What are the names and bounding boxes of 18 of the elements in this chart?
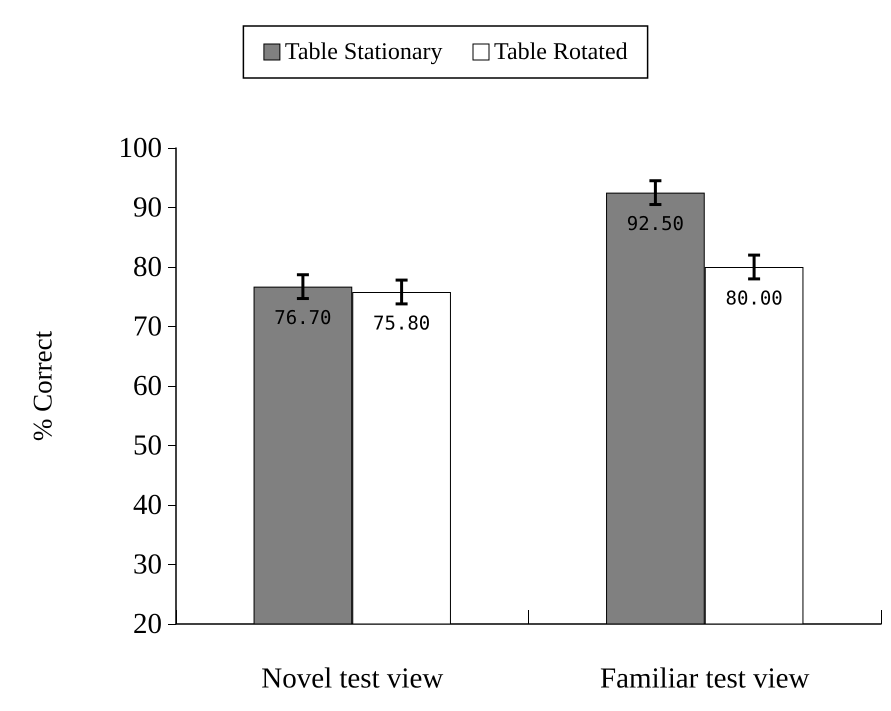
y-tick-label: 40 <box>133 489 162 521</box>
y-tick-label: 20 <box>133 608 162 640</box>
legend-label: Table Stationary <box>284 39 443 65</box>
data-label: 92.50 <box>626 213 684 236</box>
y-tick-label: 70 <box>133 310 162 342</box>
x-tick-label: Familiar test view <box>600 662 810 694</box>
y-tick-label: 100 <box>118 132 162 164</box>
y-tick-label: 30 <box>133 548 162 580</box>
legend-label: Table Rotated <box>494 39 628 65</box>
data-label: 80.00 <box>726 288 783 310</box>
y-tick-label: 80 <box>133 251 162 283</box>
data-label: 75.80 <box>373 312 430 334</box>
data-label: 76.70 <box>274 307 332 330</box>
y-tick-label: 90 <box>133 192 162 224</box>
y-tick-label: 60 <box>133 370 162 402</box>
y-axis-title: % Correct <box>28 330 58 442</box>
x-tick-label: Novel test view <box>261 662 444 694</box>
y-tick-label: 50 <box>133 430 162 462</box>
